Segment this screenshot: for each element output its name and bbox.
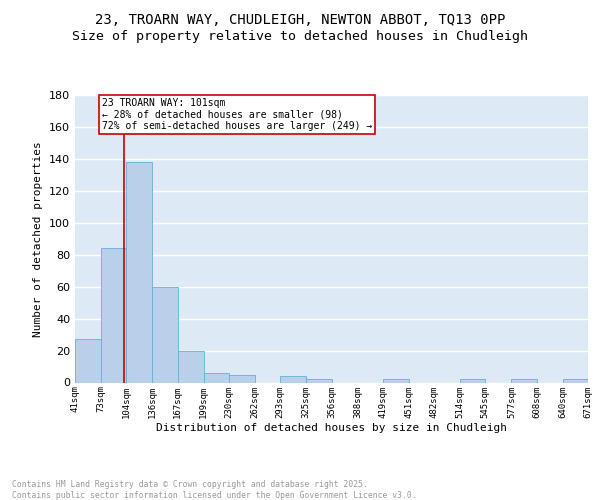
Bar (511, 380, 537, 382)
Text: Contains HM Land Registry data © Crown copyright and database right 2025.
Contai: Contains HM Land Registry data © Crown c… (12, 480, 416, 500)
X-axis label: Distribution of detached houses by size in Chudleigh: Distribution of detached houses by size … (156, 423, 507, 433)
Bar (152, 286, 178, 382)
Text: 23 TROARN WAY: 101sqm
← 28% of detached houses are smaller (98)
72% of semi-deta: 23 TROARN WAY: 101sqm ← 28% of detached … (102, 98, 372, 132)
Y-axis label: Number of detached properties: Number of detached properties (34, 141, 43, 336)
Bar (280, 376, 306, 382)
Bar (203, 373, 229, 382)
Bar (460, 380, 485, 382)
Bar (75, 340, 101, 382)
Bar (306, 380, 331, 382)
Bar (383, 380, 409, 382)
Bar (563, 380, 588, 382)
Bar (178, 350, 203, 382)
Bar (127, 162, 152, 382)
Bar (229, 374, 255, 382)
Text: 23, TROARN WAY, CHUDLEIGH, NEWTON ABBOT, TQ13 0PP: 23, TROARN WAY, CHUDLEIGH, NEWTON ABBOT,… (95, 12, 505, 26)
Text: Size of property relative to detached houses in Chudleigh: Size of property relative to detached ho… (72, 30, 528, 43)
Bar (101, 248, 127, 382)
